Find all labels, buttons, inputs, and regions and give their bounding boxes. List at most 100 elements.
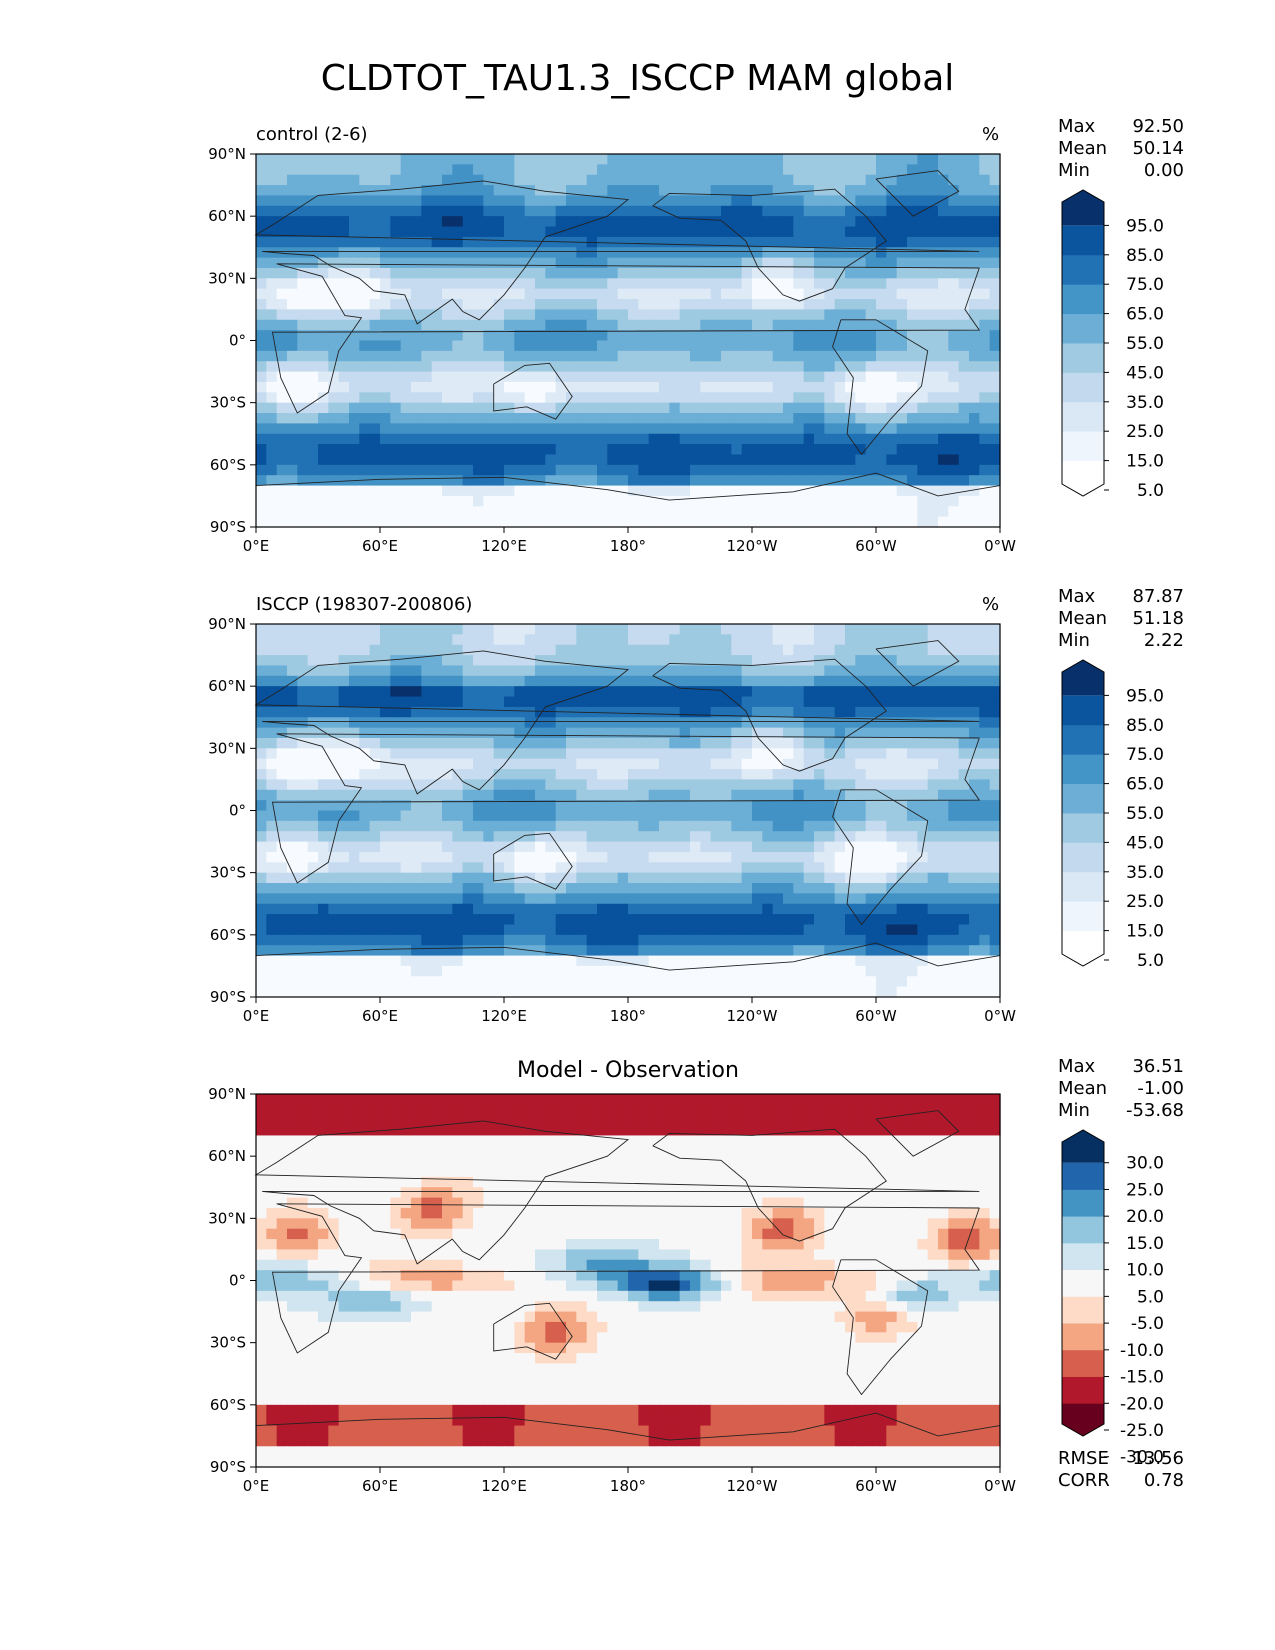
field-cell [669, 402, 681, 414]
field-cell [803, 485, 815, 497]
field-cell [607, 361, 619, 373]
field-cell [814, 485, 825, 497]
field-cell [369, 226, 381, 238]
field-cell [886, 945, 898, 957]
field-cell [349, 226, 360, 238]
field-cell [514, 216, 526, 228]
field-cell [638, 851, 650, 863]
field-cell [576, 371, 588, 383]
field-cell [617, 423, 629, 435]
field-cell [814, 934, 825, 946]
field-cell [524, 340, 536, 352]
field-cell [948, 758, 960, 770]
field-cell [307, 371, 319, 383]
field-cell [297, 454, 309, 466]
field-cell [276, 267, 288, 279]
field-cell [390, 862, 402, 874]
field-cell [297, 340, 309, 352]
field-cell [855, 226, 867, 238]
field-cell [359, 185, 371, 197]
field-cell [638, 247, 650, 259]
field-cell [814, 717, 825, 729]
field-cell [772, 769, 784, 781]
field-cell [328, 665, 340, 677]
field-cell [442, 758, 453, 770]
field-cell [989, 247, 1001, 259]
field-cell [679, 392, 691, 404]
field-cell [700, 278, 712, 290]
field-cell [421, 924, 433, 936]
field-cell [772, 495, 784, 507]
panel-isccp: 0°E 60°E 120°E 180° 120°W 60°W 0°W 90°N 60°N 30°N… [0, 470, 1275, 1030]
field-cell [938, 914, 949, 926]
field-cell [318, 883, 329, 894]
field-cell [824, 278, 836, 290]
field-cell [628, 717, 639, 729]
field-cell [752, 288, 763, 300]
field-cell [814, 893, 825, 905]
field-cell [493, 319, 505, 331]
field-cell [411, 934, 422, 946]
field-cell [545, 205, 557, 217]
field-cell [731, 644, 743, 656]
field-cell [669, 841, 681, 853]
field-cell [276, 862, 288, 874]
field-cell [535, 381, 546, 393]
field-cell [752, 800, 763, 812]
field-cell [287, 706, 298, 718]
field-cell [927, 185, 939, 197]
field-cell [586, 381, 598, 393]
field-cell [969, 299, 980, 311]
field-cell [452, 924, 464, 936]
field-cell [328, 675, 340, 687]
field-cell [545, 665, 557, 677]
field-cell [400, 934, 412, 946]
field-cell [452, 624, 464, 635]
field-cell [721, 402, 732, 414]
field-cell [452, 851, 464, 863]
field-cell [369, 717, 381, 729]
field-cell [617, 820, 629, 832]
field-cell [504, 309, 515, 321]
field-cell [256, 257, 267, 269]
field-cell [845, 299, 856, 311]
field-cell [307, 475, 319, 487]
field-cell [462, 903, 474, 915]
field-cell [762, 831, 774, 843]
field-cell [504, 454, 515, 466]
field-cell [307, 841, 319, 853]
field-cell [659, 800, 670, 812]
field-cell [514, 444, 526, 456]
field-cell [256, 675, 267, 687]
field-cell [989, 267, 1001, 279]
field-cell [555, 516, 567, 528]
field-cell [628, 433, 639, 445]
field-cell [338, 624, 350, 635]
field-cell [896, 444, 908, 456]
field-cell [628, 914, 639, 926]
field-cell [741, 665, 753, 677]
field-cell [586, 433, 598, 445]
field-cell [400, 634, 412, 646]
field-cell [896, 195, 908, 207]
field-cell [400, 278, 412, 290]
field-cell [349, 903, 360, 915]
field-cell [462, 851, 474, 863]
field-cell [772, 205, 784, 217]
field-cell [400, 174, 412, 186]
field-cell [421, 872, 433, 884]
field-cell [297, 164, 309, 176]
field-cell [969, 226, 980, 238]
field-cell [659, 475, 670, 487]
field-cell [865, 872, 877, 884]
field-cell [958, 174, 970, 186]
field-cell [669, 872, 681, 884]
field-cell [638, 883, 650, 894]
field-cell [576, 247, 588, 259]
field-cell [886, 433, 898, 445]
field-cell [710, 402, 722, 414]
field-cell [721, 164, 732, 176]
field-cell [473, 686, 484, 698]
field-cell [659, 789, 670, 801]
field-cell [442, 402, 453, 414]
